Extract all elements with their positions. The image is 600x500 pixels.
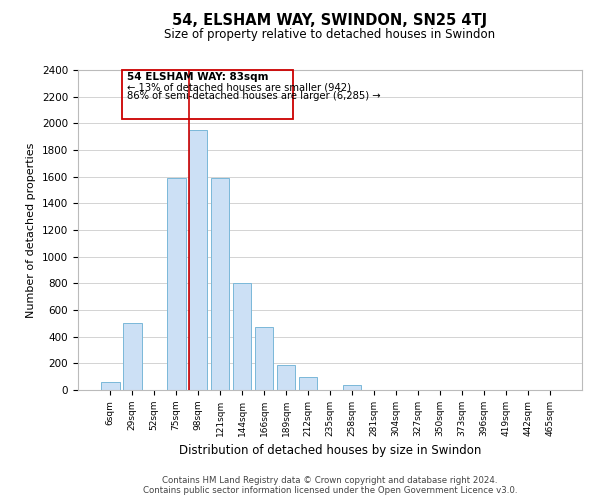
- Text: Contains HM Land Registry data © Crown copyright and database right 2024.: Contains HM Land Registry data © Crown c…: [162, 476, 498, 485]
- Bar: [189, 130, 208, 390]
- Bar: [343, 386, 361, 390]
- Text: Size of property relative to detached houses in Swindon: Size of property relative to detached ho…: [164, 28, 496, 41]
- Bar: [277, 366, 295, 390]
- Bar: [255, 328, 274, 390]
- Y-axis label: Number of detached properties: Number of detached properties: [26, 142, 37, 318]
- Bar: [101, 382, 119, 390]
- X-axis label: Distribution of detached houses by size in Swindon: Distribution of detached houses by size …: [179, 444, 481, 458]
- Text: 54 ELSHAM WAY: 83sqm: 54 ELSHAM WAY: 83sqm: [127, 72, 269, 82]
- Text: Contains public sector information licensed under the Open Government Licence v3: Contains public sector information licen…: [143, 486, 517, 495]
- Bar: [299, 378, 317, 390]
- Text: 86% of semi-detached houses are larger (6,285) →: 86% of semi-detached houses are larger (…: [127, 92, 381, 102]
- Bar: [233, 284, 251, 390]
- Text: 54, ELSHAM WAY, SWINDON, SN25 4TJ: 54, ELSHAM WAY, SWINDON, SN25 4TJ: [172, 12, 488, 28]
- Bar: [167, 178, 185, 390]
- Text: ← 13% of detached houses are smaller (942): ← 13% of detached houses are smaller (94…: [127, 82, 352, 92]
- Bar: [122, 70, 293, 118]
- Bar: [123, 324, 142, 390]
- Bar: [211, 178, 229, 390]
